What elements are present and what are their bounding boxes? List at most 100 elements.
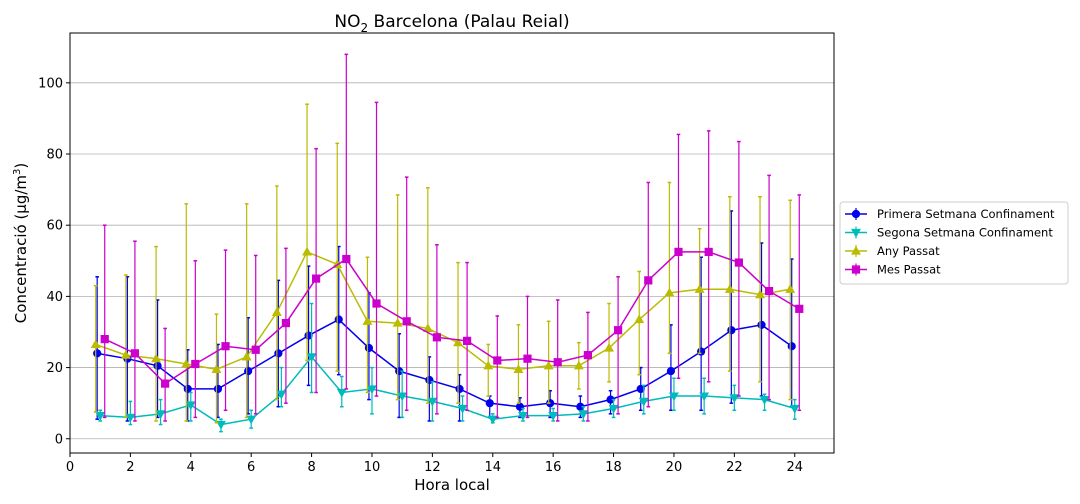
- series-2-point-24: [785, 284, 796, 293]
- series-0-point-20: [666, 367, 676, 376]
- series-2-point-7: [271, 307, 282, 317]
- series-2-error-bar-24: [788, 199, 793, 401]
- series-3-error-bar-13: [465, 261, 469, 412]
- x-axis: 0 2 4 6 8 10 12 14 16 18 20 22 24: [66, 453, 803, 475]
- y-tick-label-60: 60: [46, 219, 63, 234]
- y-axis-label: Concentració (µg/m3): [12, 163, 30, 324]
- series-3-point-5: [221, 342, 230, 351]
- series-1-point-17: [578, 410, 589, 419]
- series-0-point-1: [93, 349, 102, 358]
- series-1-point-15: [518, 412, 528, 421]
- legend-item-0: Primera Setmana Confinament: [845, 207, 1055, 221]
- chart-title-rest: Barcelona (Palau Reial): [368, 12, 570, 32]
- series-1-point-5: [216, 420, 226, 430]
- series-3-point-6: [251, 345, 260, 354]
- legend-marker: [851, 209, 861, 219]
- series-1-point-23: [759, 396, 770, 405]
- series-2-point-13: [453, 337, 463, 347]
- plot-area-frame: [69, 32, 835, 454]
- series-1-point-3: [155, 410, 166, 419]
- series-3-error-bar-20: [676, 133, 681, 380]
- legend: Primera Setmana Confinament Segona Setman…: [839, 201, 1069, 285]
- series-3-point-7: [281, 318, 291, 328]
- series-0-point-23: [757, 320, 766, 329]
- series-2-error-bar-23: [758, 195, 762, 383]
- series-2-error-bar-7: [275, 185, 279, 401]
- series-2-error-bar-1: [93, 284, 98, 413]
- series-1-point-20: [668, 392, 679, 402]
- series-2-error-bar-14: [486, 343, 491, 397]
- y-tick-label-100: 100: [38, 76, 63, 91]
- chart-title: NO2 Barcelona (Palau Reial): [334, 12, 569, 35]
- legend-label: Segona Setmana Confinament: [877, 226, 1053, 240]
- series-1-point-24: [789, 404, 800, 414]
- series-3-point-19: [644, 276, 653, 285]
- series-2-error-bar-2: [124, 274, 128, 419]
- y-axis-label-end: ): [12, 163, 30, 169]
- series-1-point-1: [95, 412, 106, 421]
- series-2-error-bar-15: [516, 324, 521, 404]
- series-2-point-10: [362, 316, 373, 325]
- series-2-point-3: [151, 353, 162, 363]
- series-2-point-12: [422, 323, 433, 333]
- series-2-point-14: [483, 360, 494, 370]
- x-tick-label-0: 0: [66, 460, 74, 475]
- x-tick-label-4: 4: [187, 460, 195, 475]
- series-2-point-18: [604, 342, 614, 352]
- series-0-point-3: [153, 361, 162, 370]
- x-tick-label-22: 22: [726, 460, 743, 475]
- series-3-point-1: [100, 335, 109, 344]
- series-3-point-17: [583, 351, 592, 360]
- chart-title-subscript: 2: [360, 21, 368, 35]
- series-2-error-bar-6: [244, 203, 249, 419]
- series-3-error-bar-18: [616, 276, 620, 415]
- legend-label: Any Passat: [877, 244, 940, 258]
- series-1-point-13: [457, 404, 468, 414]
- series-2-point-15: [513, 364, 524, 373]
- series-1-point-2: [125, 413, 136, 423]
- series-2-point-1: [90, 339, 101, 349]
- y-tick-label-0: 0: [55, 432, 63, 447]
- series-2-point-23: [755, 289, 765, 299]
- series-3-error-bar-14: [495, 315, 500, 419]
- series-3-error-bar-1: [102, 224, 107, 419]
- series-2-point-6: [241, 351, 252, 361]
- series-0-point-10: [364, 343, 374, 353]
- series-0-point-22: [727, 326, 736, 335]
- series-3-point-10: [372, 299, 381, 308]
- series-3-point-8: [312, 274, 321, 283]
- series-2-error-bar-12: [426, 187, 430, 404]
- series-3-point-21: [704, 247, 713, 256]
- series-0-line: [97, 318, 793, 408]
- series-3-point-9: [342, 254, 351, 264]
- series-2-error-bar-4: [184, 203, 189, 422]
- y-tick-label-40: 40: [46, 290, 63, 305]
- series-3-point-24: [795, 304, 804, 313]
- series-3-error-bar-8: [314, 147, 318, 394]
- series-3-point-20: [674, 247, 683, 256]
- series-0-point-13: [455, 384, 464, 394]
- series-3-error-bar-24: [797, 194, 802, 412]
- series-2-point-21: [694, 284, 705, 293]
- series-2-point-19: [634, 314, 645, 324]
- legend-label: Mes Passat: [877, 263, 941, 277]
- series-2-point-11: [392, 317, 403, 327]
- series-2-error-bar-22: [728, 195, 732, 372]
- y-tick-label-20: 20: [46, 361, 63, 376]
- series-3-error-bar-6: [253, 254, 258, 415]
- series-2-error-bar-9: [335, 142, 340, 372]
- series-0-point-5: [213, 384, 223, 394]
- series-0-point-6: [244, 367, 253, 376]
- y-tick-label-80: 80: [46, 148, 63, 163]
- y-axis-label-superscript: 3: [12, 169, 23, 175]
- series-3-point-16: [553, 358, 562, 367]
- series-1-point-16: [548, 412, 559, 421]
- series-3-point-13: [462, 336, 472, 345]
- series-2-line: [95, 250, 791, 371]
- series-3-error-bar-9: [344, 53, 349, 390]
- series-2-point-22: [724, 284, 735, 293]
- series-3-point-2: [130, 349, 140, 358]
- series-3-error-bar-3: [163, 327, 167, 422]
- legend-marker: [851, 228, 861, 238]
